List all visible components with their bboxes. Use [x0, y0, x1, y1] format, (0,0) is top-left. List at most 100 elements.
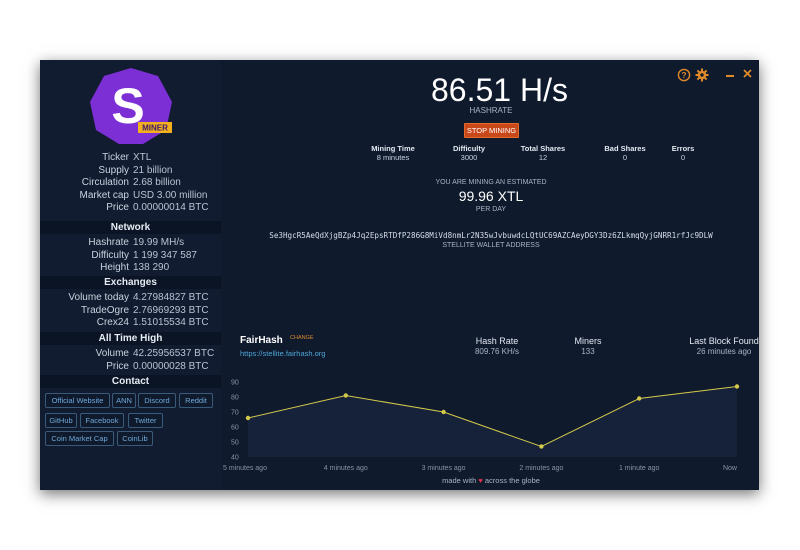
data-point[interactable] — [734, 384, 740, 389]
sidebar-row-value: 19.99 MH/s — [133, 237, 185, 248]
sidebar-row-exchanges: TradeOgre 2.76969293 BTC — [40, 305, 221, 317]
stat-difficulty: Difficulty 3000 — [439, 144, 499, 162]
close-icon[interactable] — [743, 69, 752, 78]
sidebar-row-value: 4.27984827 BTC — [133, 292, 209, 303]
contact-discord[interactable]: Discord — [138, 393, 176, 408]
sidebar-row-label: Volume — [95, 348, 129, 359]
contact-twitter[interactable]: Twitter — [128, 413, 163, 428]
sidebar-row-value: XTL — [133, 152, 152, 163]
x-tick-label: 2 minutes ago — [519, 465, 563, 472]
sidebar-row-label: Hashrate — [88, 237, 129, 248]
minimize-icon[interactable] — [726, 75, 734, 77]
sidebar-row-label: Price — [106, 360, 129, 372]
wallet-label: STELLITE WALLET ADDRESS — [442, 242, 540, 249]
contact-reddit[interactable]: Reddit — [179, 393, 213, 408]
sidebar-row-ath: Volume 42.25956537 BTC — [40, 348, 221, 360]
sidebar-row-value: 2.76969293 BTC — [133, 304, 209, 316]
gear-icon[interactable] — [695, 68, 709, 82]
estimate-suffix: PER DAY — [475, 206, 507, 213]
sidebar-row-label: Ticker — [102, 152, 129, 163]
stat-label: Errors — [671, 144, 695, 153]
x-tick-label: 3 minutes ago — [422, 465, 466, 472]
main-panel: ? 86.51 H/s HASHRATE STOP MINING Mining … — [221, 60, 759, 490]
sidebar-row-label: Height — [100, 262, 129, 273]
pool-url-link[interactable]: https://stellite.fairhash.org — [240, 349, 326, 358]
data-point[interactable] — [245, 415, 251, 421]
pool-last-block-label: Last Block Found — [689, 336, 759, 346]
svg-text:?: ? — [681, 70, 686, 80]
heart-icon: ♥ — [478, 476, 483, 485]
contact-coinlib[interactable]: CoinLib — [117, 431, 153, 446]
stat-mining-time: Mining Time 8 minutes — [363, 144, 423, 162]
help-icon[interactable]: ? — [677, 68, 691, 82]
stop-mining-button[interactable]: STOP MINING — [464, 123, 519, 138]
data-point[interactable] — [637, 396, 642, 401]
sidebar-row-label: Difficulty — [91, 249, 129, 261]
data-point[interactable] — [441, 409, 446, 415]
contact-ann[interactable]: ANN — [112, 393, 136, 408]
sidebar-row-value: 21 billion — [133, 164, 173, 176]
sidebar-row-network: Hashrate 19.99 MH/s — [40, 237, 221, 249]
app-window: S MINER Ticker XTL Supply 21 billion Circula… — [40, 60, 759, 490]
stat-total-shares: Total Shares 12 — [513, 144, 573, 162]
pool-name: FairHash — [240, 335, 283, 346]
sidebar-row-info: Supply 21 billion — [40, 165, 221, 177]
ath-heading: All Time High — [40, 332, 221, 345]
y-tick-label: 60 — [231, 425, 239, 432]
sidebar-row-value: 138 290 — [133, 262, 170, 273]
contact-github[interactable]: GitHub — [45, 413, 77, 428]
y-tick-label: 90 — [231, 380, 239, 387]
sidebar-row-exchanges: Crex24 1.51015534 BTC — [40, 317, 221, 329]
pool-last-block-value: 26 minutes ago — [696, 347, 752, 356]
sidebar-row-info: Market cap USD 3.00 million — [40, 190, 221, 202]
sidebar-row-value: USD 3.00 million — [133, 189, 208, 201]
x-tick-label: 5 minutes ago — [223, 465, 267, 472]
sidebar-row-value: 42.25956537 BTC — [133, 348, 215, 359]
wallet-address[interactable]: Se3HgcR5AeQdXjgBZp4Jq2EpsRTDfP286G8MiVd8… — [269, 231, 713, 240]
pool-hashrate-label: Hash Rate — [475, 336, 519, 346]
x-tick-label: 1 minute ago — [619, 465, 660, 472]
hashrate-value: 86.51 H/s — [431, 72, 568, 108]
hashrate-chart: 90 80 70 60 50 40 5 minutes ago 4 minutes ago 3 … — [223, 380, 740, 472]
sidebar-row-label: Circulation — [81, 177, 129, 188]
sidebar-row-info: Circulation 2.68 billion — [40, 177, 221, 189]
y-tick-label: 40 — [231, 455, 239, 462]
sidebar-row-label: Crex24 — [96, 317, 129, 328]
pool-miners-label: Miners — [574, 336, 602, 346]
sidebar-row-ath: Price 0.00000028 BTC — [40, 361, 221, 373]
stat-bad-shares: Bad Shares 0 — [595, 144, 655, 162]
sidebar-row-value: 1 199 347 587 — [133, 249, 197, 261]
logo-badge: MINER — [142, 124, 168, 133]
stat-value: 0 — [680, 153, 686, 162]
exchanges-heading: Exchanges — [40, 276, 221, 289]
network-heading: Network — [40, 221, 221, 234]
pool-miners-value: 133 — [581, 347, 595, 356]
contact-coin-market-cap[interactable]: Coin Market Cap — [45, 431, 114, 446]
pool-change-link[interactable]: CHANGE — [290, 335, 314, 341]
y-tick-label: 70 — [231, 410, 239, 417]
x-tick-label: Now — [723, 465, 738, 472]
sidebar-row-value: 2.68 billion — [133, 177, 181, 188]
contact-facebook[interactable]: Facebook — [80, 413, 124, 428]
sidebar-row-label: Supply — [98, 164, 129, 176]
x-tick-label: 4 minutes ago — [324, 465, 368, 472]
sidebar-row-value: 1.51015534 BTC — [133, 317, 209, 328]
miner-logo: S MINER — [90, 68, 172, 144]
stat-label: Bad Shares — [604, 144, 646, 153]
sidebar-row-network: Difficulty 1 199 347 587 — [40, 250, 221, 262]
data-point[interactable] — [343, 393, 348, 398]
data-point[interactable] — [539, 444, 544, 449]
stat-label: Total Shares — [520, 144, 566, 153]
contact-official-website[interactable]: Official Website — [45, 393, 110, 408]
estimate-value: 99.96 XTL — [458, 188, 524, 204]
estimate-prefix: YOU ARE MINING AN ESTIMATED — [435, 179, 547, 186]
y-tick-label: 80 — [231, 395, 239, 402]
footer-suffix: across the globe — [484, 476, 540, 485]
sidebar-row-label: TradeOgre — [81, 304, 129, 316]
footer-prefix: made with — [442, 476, 477, 485]
sidebar: S MINER Ticker XTL Supply 21 billion Circula… — [40, 60, 221, 490]
sidebar-row-info: Price 0.00000014 BTC — [40, 202, 221, 214]
sidebar-row-label: Price — [106, 202, 129, 213]
hashrate-label: HASHRATE — [469, 106, 513, 115]
stat-errors: Errors 0 — [663, 144, 703, 162]
